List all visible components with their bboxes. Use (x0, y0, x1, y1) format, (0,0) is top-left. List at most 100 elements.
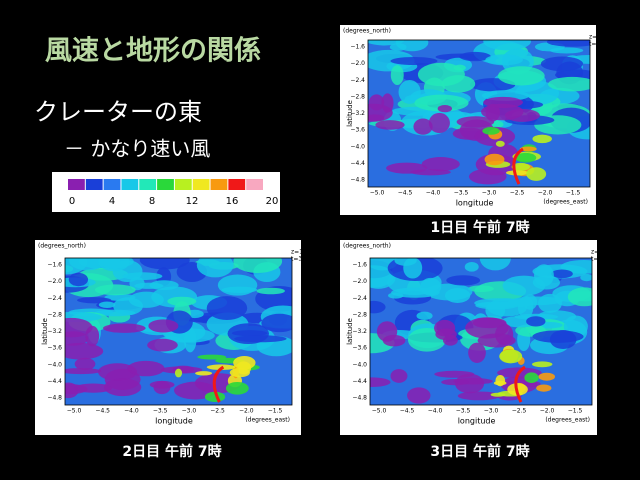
y-tick-label: −4.4 (350, 160, 365, 167)
map-blob (435, 328, 457, 341)
map-blob (453, 64, 466, 71)
x-tick-label: −1.5 (268, 408, 283, 415)
colorbar-box (52, 172, 280, 212)
y-tick-label: −4.8 (352, 395, 367, 402)
map-blob (167, 296, 197, 306)
y-tick-label: −2.8 (47, 311, 62, 318)
x-tick-label: −2.0 (239, 408, 254, 415)
map-blob (428, 112, 450, 134)
map-blob (549, 47, 584, 54)
panel-caption: 2日目 午前 7時 (122, 443, 221, 460)
x-label: longitude (456, 199, 494, 208)
map-blob (511, 162, 531, 171)
y-tick-label: −1.6 (350, 44, 365, 51)
y-tick-label: −2.4 (352, 295, 367, 302)
map-blob (534, 264, 554, 287)
map-blob (77, 297, 112, 304)
y-tick-label: −3.6 (47, 345, 62, 352)
map-blob (560, 260, 592, 274)
map-blob (526, 316, 546, 327)
map-blob (444, 288, 471, 303)
map-blob (382, 334, 406, 347)
y-tick-label: −3.2 (350, 110, 365, 117)
x-tick-label: −2.0 (538, 190, 553, 197)
map-blob (459, 51, 491, 62)
map-blob (227, 323, 269, 345)
map-blob (204, 391, 226, 403)
x-tick-label: −2.5 (210, 408, 225, 415)
map-blob (413, 118, 433, 135)
x-tick-label: −1.5 (566, 190, 581, 197)
map-blob (497, 66, 545, 86)
map-blob (524, 372, 539, 383)
map-blob (148, 319, 179, 333)
map-blob (468, 342, 486, 363)
map-blob (485, 301, 506, 320)
map-blob (441, 75, 476, 93)
map-blob (98, 258, 130, 272)
crater-ring (514, 365, 526, 403)
map-blob (68, 272, 89, 287)
colorbar-label: 12 (186, 196, 199, 207)
x-tick-label: −3.5 (454, 190, 469, 197)
panels: −1.6 −2.0 −2.4 −2.8 −3.2 −3.6 −4.0 −4.4 −4.8 −5.0… (35, 25, 622, 460)
map-blob (540, 56, 584, 72)
x-label: longitude (458, 417, 496, 426)
subtitle: クレーターの東 (34, 98, 202, 126)
y-tick-label: −2.4 (350, 77, 365, 84)
colorbar-label: 4 (109, 196, 115, 207)
y-tick-label: −3.2 (352, 328, 367, 335)
x-tick-label: −3.0 (182, 408, 197, 415)
map-blob (127, 360, 165, 377)
map-blob (147, 338, 178, 352)
map-blob (483, 40, 531, 51)
bullet: － かなり速い風 (64, 137, 210, 161)
colorbar-swatch (192, 179, 210, 190)
x-tick-label: −1.5 (568, 408, 583, 415)
y-tick-label: −1.6 (47, 262, 62, 269)
map-blob (414, 94, 469, 112)
x-tick-label: −4.5 (400, 408, 415, 415)
map-blob (221, 286, 258, 293)
map-blob (532, 134, 552, 144)
map-blob (421, 157, 460, 172)
map-blob (502, 275, 546, 296)
colorbar-swatch (246, 179, 263, 190)
map-blob (457, 391, 501, 401)
x-tick-label: −2.0 (540, 408, 555, 415)
map-blob (464, 261, 479, 272)
map-blob (370, 300, 386, 314)
y-label: latitude (346, 100, 354, 127)
map-blob (225, 381, 249, 395)
y-tick-label: −4.8 (350, 177, 365, 184)
y-tick-label: −3.2 (47, 328, 62, 335)
map-blob (149, 280, 179, 291)
map-blob (233, 258, 283, 273)
y-tick-label: −2.0 (350, 60, 365, 67)
colorbar-swatch (174, 179, 192, 190)
map-blob (229, 367, 250, 378)
crater-ring (512, 147, 524, 185)
map-blob (139, 258, 190, 270)
map-blob (517, 295, 534, 319)
wind-map (370, 258, 592, 405)
map-blob (256, 287, 285, 295)
map-blob (495, 140, 505, 147)
plot-border (64, 257, 293, 406)
map-blob (261, 313, 292, 333)
map-blob (94, 309, 136, 317)
y-tick-label: −3.6 (352, 345, 367, 352)
colorbar-label: 16 (226, 196, 239, 207)
y-tick-label: −4.0 (47, 361, 62, 368)
y-units: (degrees_north) (343, 28, 391, 35)
map-blob (153, 380, 171, 395)
map-blob (104, 378, 142, 397)
map-blob (74, 383, 113, 393)
y-tick-label: −4.4 (352, 378, 367, 385)
x-units: (degrees_east) (245, 417, 290, 424)
time: t=7 hour (589, 41, 616, 48)
map-blob (398, 79, 421, 104)
colorbar-swatch (85, 179, 103, 190)
y-tick-label: −2.8 (352, 311, 367, 318)
